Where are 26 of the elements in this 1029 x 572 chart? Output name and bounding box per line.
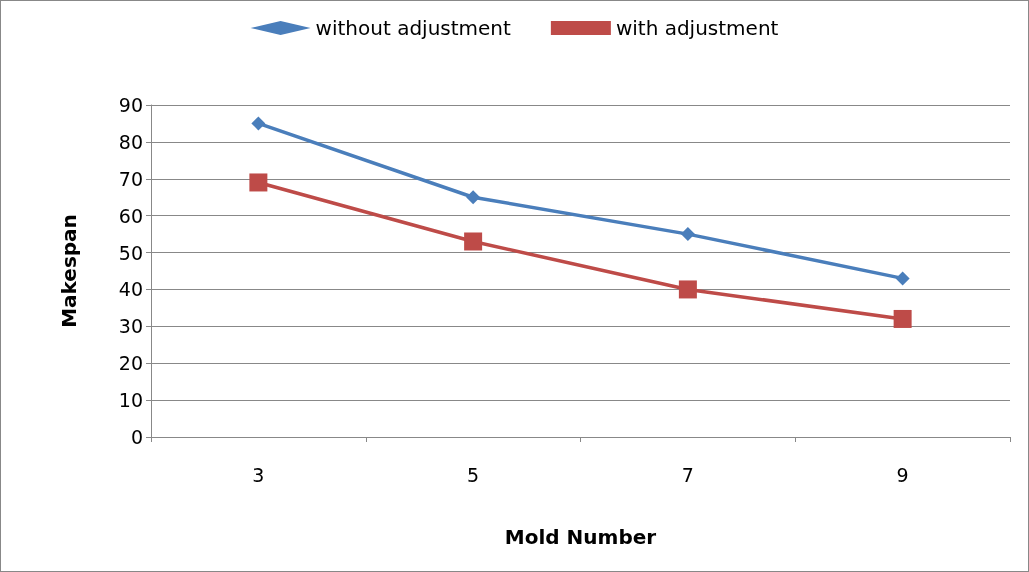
point (893, 309, 912, 328)
y-tick-label: 90 (118, 94, 143, 116)
x-tick-label: 7 (681, 463, 694, 486)
y-tick-label: 80 (118, 130, 143, 153)
point (464, 232, 483, 251)
y-tick-label: 60 (118, 204, 143, 227)
y-tick-label: 40 (118, 278, 143, 301)
y-tick-label: 70 (118, 167, 143, 190)
y-tick-label: 0 (130, 426, 143, 448)
point (466, 190, 481, 205)
y-tick-label: 10 (118, 389, 143, 412)
point (680, 227, 695, 242)
x-tick-label: 5 (467, 463, 480, 486)
x-axis-title: Mold Number (504, 525, 657, 549)
point (251, 116, 266, 131)
legend-label: with adjustment (615, 16, 779, 40)
x-tick-label: 9 (896, 463, 909, 486)
y-tick-label: 30 (118, 315, 143, 338)
point (678, 280, 697, 299)
legend-label: without adjustment (315, 16, 512, 40)
point (249, 173, 268, 192)
y-axis-title: Makespan (57, 214, 81, 328)
point (895, 271, 910, 286)
y-tick-label: 20 (118, 352, 143, 375)
y-tick-label: 50 (118, 241, 143, 264)
x-tick-label: 3 (252, 463, 265, 486)
